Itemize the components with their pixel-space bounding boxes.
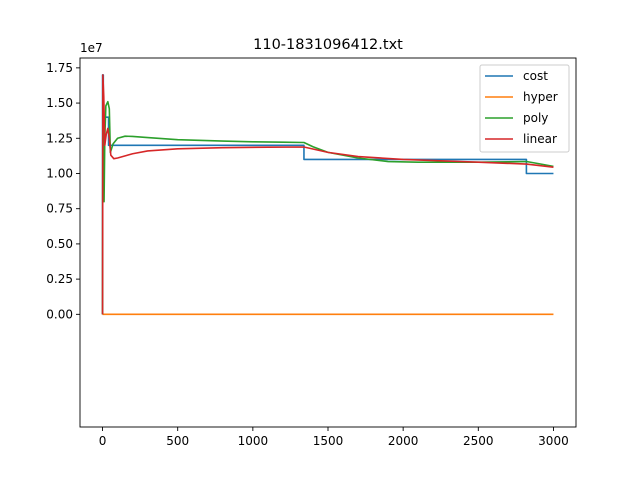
legend: cost hyper poly linear	[479, 64, 570, 153]
legend-label: poly	[523, 111, 548, 125]
y-axis-offset-label: 1e7	[80, 41, 103, 55]
y-tick-label: 1.25	[46, 131, 73, 145]
legend-entry-cost: cost	[485, 69, 548, 83]
axes: 0 500 1000 1500 2000 2500 3000 0.00 0.25 0.50 0.75…	[46, 57, 577, 448]
y-tick-label: 0.75	[46, 202, 73, 216]
y-tick-label: 1.50	[46, 96, 73, 110]
y-tick-label: 1.00	[46, 166, 73, 180]
legend-label: linear	[523, 132, 557, 146]
legend-entry-hyper: hyper	[485, 90, 558, 104]
plot-area	[101, 74, 554, 316]
x-tick-label: 2500	[463, 434, 494, 448]
x-tick-label: 1000	[238, 434, 269, 448]
legend-entry-poly: poly	[485, 111, 548, 125]
chart-title: 110-1831096412.txt	[253, 37, 403, 53]
x-tick-label: 1500	[313, 434, 344, 448]
x-tick-label: 3000	[538, 434, 569, 448]
y-tick-label: 0.50	[46, 237, 73, 251]
y-tick-label: 0.25	[46, 272, 73, 286]
legend-label: hyper	[523, 90, 558, 104]
legend-label: cost	[523, 69, 548, 83]
legend-entry-linear: linear	[485, 132, 557, 146]
y-tick-label: 1.75	[46, 61, 73, 75]
legend-box	[479, 64, 570, 153]
x-tick-label: 500	[166, 434, 189, 448]
series-line-poly	[101, 88, 554, 315]
x-tick-label: 2000	[388, 434, 419, 448]
x-tick-label: 0	[99, 434, 107, 448]
series-line-linear	[101, 74, 554, 315]
y-tick-label: 0.00	[46, 307, 73, 321]
